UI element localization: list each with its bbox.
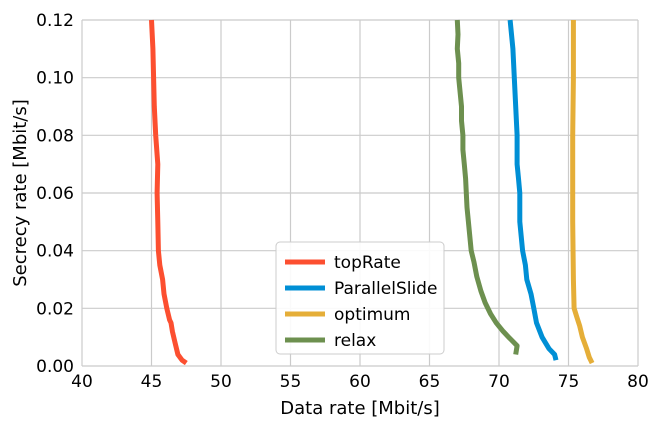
legend-label-toprate: topRate [334,253,401,273]
series-line-parallelslide [507,19,559,361]
x-tick-label: 70 [488,372,510,392]
legend-label-relax: relax [334,331,376,351]
x-tick-label: 45 [141,372,163,392]
y-tick-label: 0.08 [36,126,74,146]
x-tick-label: 75 [558,372,580,392]
legend-box [275,241,445,355]
x-tick-label: 40 [71,372,93,392]
series-line-optimum [570,20,595,365]
y-tick-label: 0.10 [36,69,74,89]
series-line-toprate [149,19,188,366]
x-axis-label: Data rate [Mbit/s] [280,398,440,419]
x-tick-label: 50 [210,372,232,392]
y-tick-label: 0.06 [36,184,74,204]
ticks: 40 45 50 55 60 65 70 75 80 0.00 0.02 0.04 0.06 0.08 0.… [36,11,649,392]
x-tick-label: 65 [419,372,441,392]
series-layer [149,19,595,366]
y-tick-label: 0.12 [36,11,74,31]
y-axis-label: Secrecy rate [Mbit/s] [10,99,31,287]
y-tick-label: 0.00 [36,357,74,377]
legend-label-parallelslide: ParallelSlide [334,279,437,299]
series-line-relax [454,19,520,355]
y-tick-label: 0.04 [36,242,74,262]
legend-label-optimum: optimum [334,305,410,325]
x-tick-label: 55 [280,372,302,392]
x-tick-label: 60 [349,372,371,392]
legend: topRate ParallelSlide optimum relax [275,241,445,355]
y-tick-label: 0.02 [36,299,74,319]
x-tick-label: 80 [627,372,649,392]
